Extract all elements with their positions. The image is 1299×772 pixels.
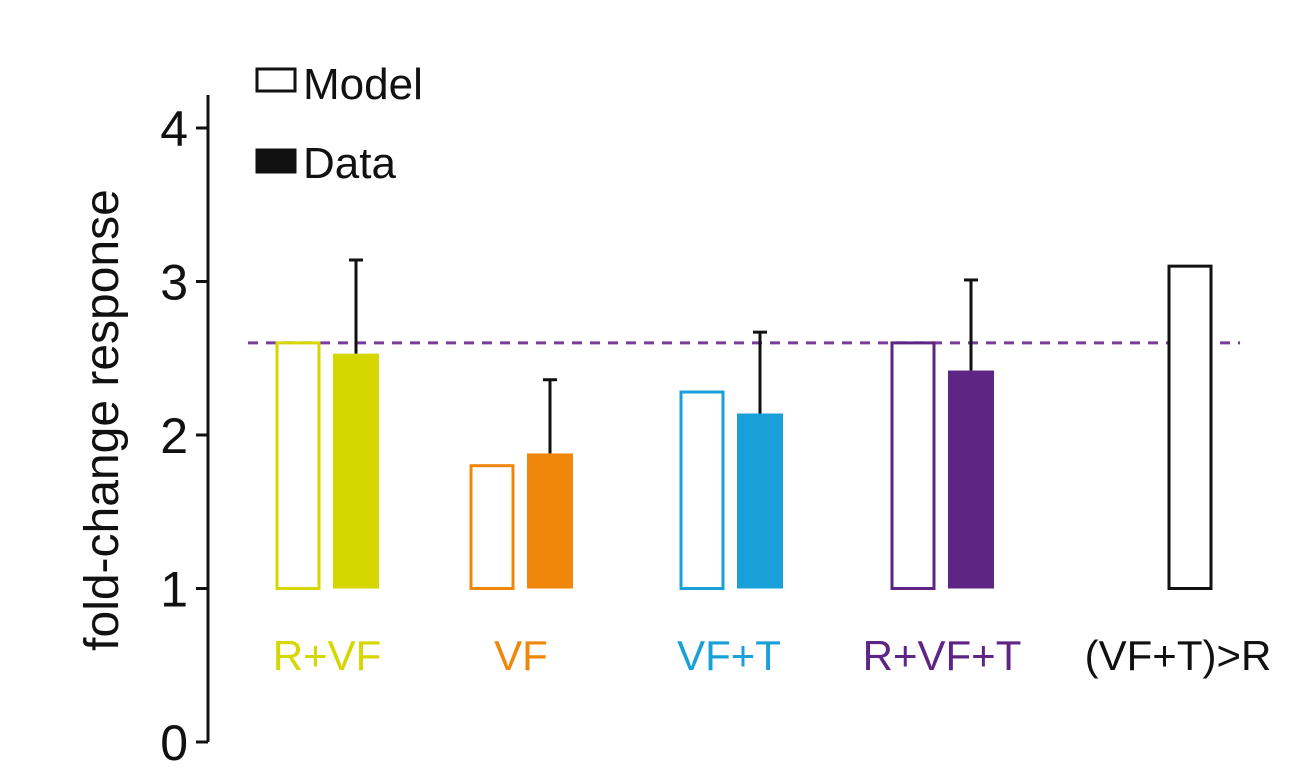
y-axis-label: fold-change response [76, 189, 129, 651]
model-bar [469, 464, 515, 591]
y-tick-label: 3 [160, 255, 188, 311]
y-tick-label: 1 [160, 562, 188, 618]
y-tick-label: 4 [160, 101, 188, 157]
x-tick-label: VF [494, 632, 548, 679]
y-ticks: 0 1 2 3 4 [160, 101, 208, 771]
data-bar [527, 453, 573, 589]
legend-swatch-data [255, 148, 297, 174]
x-tick-label: (VF+T)>R [1085, 632, 1272, 679]
legend: Model Data [255, 60, 423, 188]
x-tick-label: VF+T [677, 632, 781, 679]
y-tick-label: 0 [160, 715, 188, 771]
y-tick-label: 2 [160, 408, 188, 464]
data-bar [737, 413, 783, 589]
x-tick-label: R+VF [273, 632, 382, 679]
data-bar [333, 353, 379, 589]
model-bar [890, 341, 936, 590]
y-axis: 0 1 2 3 4 [160, 95, 210, 771]
model-bar [1167, 264, 1213, 590]
x-tick-label: R+VF+T [863, 632, 1022, 679]
x-labels: R+VF VF VF+T R+VF+T (VF+T)>R [273, 632, 1272, 679]
legend-label-model: Model [303, 60, 423, 109]
data-bar [948, 370, 994, 589]
model-bar [679, 390, 725, 590]
bars [275, 258, 1213, 591]
legend-label-data: Data [303, 139, 396, 188]
legend-swatch-model [255, 67, 297, 93]
model-bar [275, 341, 321, 590]
